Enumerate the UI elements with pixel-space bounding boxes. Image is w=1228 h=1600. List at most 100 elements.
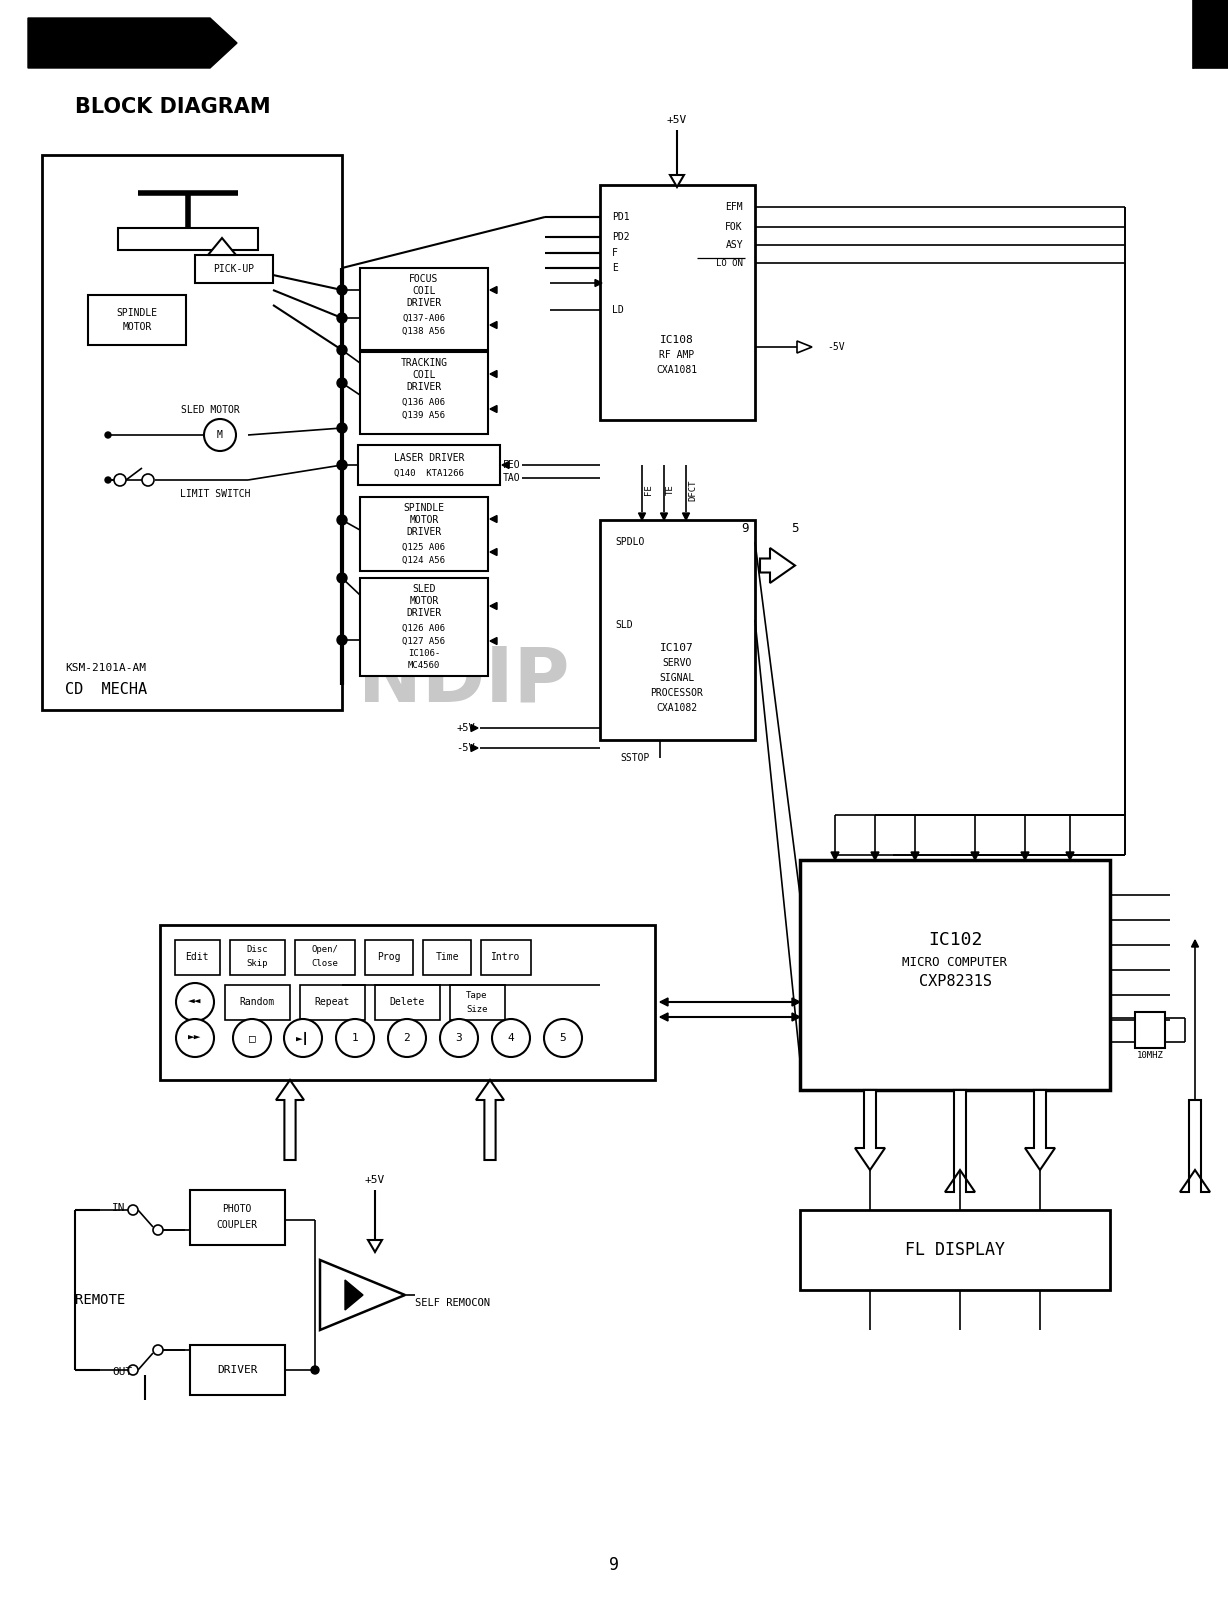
Bar	[176, 939, 220, 974]
Polygon shape	[1025, 1090, 1055, 1170]
Text: Disc: Disc	[247, 946, 268, 955]
Text: 5: 5	[791, 522, 798, 534]
Circle shape	[336, 573, 348, 582]
Text: -5V: -5V	[826, 342, 845, 352]
Bar	[359, 445, 500, 485]
Text: F: F	[612, 248, 618, 258]
Text: LD: LD	[612, 306, 624, 315]
Circle shape	[388, 1019, 426, 1058]
Circle shape	[176, 1019, 214, 1058]
Text: ASY: ASY	[726, 240, 743, 250]
Text: +5V: +5V	[365, 1174, 386, 1186]
Text: Open/: Open/	[312, 946, 339, 955]
Polygon shape	[472, 725, 478, 731]
Polygon shape	[792, 998, 799, 1006]
Circle shape	[142, 474, 154, 486]
Text: MOTOR: MOTOR	[409, 595, 438, 606]
Text: Q126 A06: Q126 A06	[403, 624, 446, 632]
Text: 4: 4	[507, 1034, 515, 1043]
Text: REMOTE: REMOTE	[75, 1293, 125, 1307]
Bar	[799, 1210, 1110, 1290]
Text: PD1: PD1	[612, 211, 630, 222]
Text: COIL: COIL	[413, 370, 436, 379]
Text: NDIP: NDIP	[359, 643, 570, 717]
Polygon shape	[321, 1261, 405, 1330]
Bar	[195, 254, 273, 283]
Circle shape	[336, 515, 348, 525]
Text: Repeat: Repeat	[314, 997, 350, 1006]
Polygon shape	[502, 461, 508, 469]
Text: Q140  KTA1266: Q140 KTA1266	[394, 469, 464, 477]
Text: SELF REMOCON: SELF REMOCON	[415, 1298, 490, 1309]
Bar	[190, 1190, 285, 1245]
Circle shape	[336, 314, 348, 323]
Polygon shape	[490, 637, 497, 645]
Bar	[118, 227, 258, 250]
Polygon shape	[911, 851, 919, 861]
Text: DRIVER: DRIVER	[406, 382, 442, 392]
Polygon shape	[797, 341, 812, 354]
Text: SIGNAL: SIGNAL	[659, 674, 695, 683]
Text: FEO: FEO	[502, 461, 519, 470]
Text: Q125 A06: Q125 A06	[403, 542, 446, 552]
Text: MOTOR: MOTOR	[409, 515, 438, 525]
Text: SPINDLE: SPINDLE	[404, 502, 445, 514]
Text: Random: Random	[239, 997, 275, 1006]
Text: -5V: -5V	[457, 742, 475, 754]
Polygon shape	[368, 1240, 382, 1251]
Polygon shape	[971, 851, 979, 861]
Bar	[88, 294, 185, 346]
Text: +5V: +5V	[667, 115, 688, 125]
Bar	[481, 939, 530, 974]
Bar	[160, 925, 655, 1080]
Text: DFCT: DFCT	[688, 480, 698, 501]
Polygon shape	[871, 851, 879, 861]
Polygon shape	[476, 1080, 503, 1160]
Text: E: E	[612, 262, 618, 274]
Text: ►►: ►►	[188, 1034, 201, 1043]
Text: SLD: SLD	[615, 619, 632, 630]
Text: DRIVER: DRIVER	[406, 526, 442, 538]
Text: ►┃: ►┃	[296, 1032, 309, 1045]
Polygon shape	[490, 286, 497, 293]
Polygon shape	[792, 1013, 799, 1021]
Bar	[375, 986, 440, 1021]
Text: Delete: Delete	[389, 997, 425, 1006]
Text: DRIVER: DRIVER	[406, 298, 442, 307]
Polygon shape	[472, 744, 478, 752]
Text: CXA1081: CXA1081	[657, 365, 698, 374]
Text: ◄◄: ◄◄	[188, 997, 201, 1006]
Text: +5V: +5V	[457, 723, 475, 733]
Bar	[449, 986, 505, 1021]
Text: TE: TE	[666, 485, 675, 496]
Circle shape	[176, 982, 214, 1021]
Text: IC107: IC107	[661, 643, 694, 653]
Text: Q137-A06: Q137-A06	[403, 314, 446, 323]
Text: OUT: OUT	[112, 1366, 133, 1378]
Circle shape	[544, 1019, 582, 1058]
Text: Q124 A56: Q124 A56	[403, 555, 446, 565]
Text: TAO: TAO	[502, 474, 519, 483]
Polygon shape	[490, 549, 497, 555]
Text: FL8450: FL8450	[87, 34, 152, 51]
Circle shape	[311, 1366, 319, 1374]
Circle shape	[128, 1205, 138, 1214]
Text: DRIVER: DRIVER	[406, 608, 442, 618]
Text: CXP8231S: CXP8231S	[919, 974, 991, 989]
Polygon shape	[490, 515, 497, 523]
Text: IC102: IC102	[928, 931, 982, 949]
Text: SLED MOTOR: SLED MOTOR	[181, 405, 239, 414]
Text: MOTOR: MOTOR	[123, 322, 152, 333]
Circle shape	[336, 378, 348, 387]
Text: LASER DRIVER: LASER DRIVER	[394, 453, 464, 462]
Text: MICRO COMPUTER: MICRO COMPUTER	[903, 957, 1007, 970]
Text: 3: 3	[456, 1034, 463, 1043]
Text: RF AMP: RF AMP	[659, 350, 695, 360]
Polygon shape	[639, 514, 646, 520]
Bar	[295, 939, 355, 974]
Text: PROCESSOR: PROCESSOR	[651, 688, 704, 698]
Text: COIL: COIL	[413, 286, 436, 296]
Polygon shape	[490, 603, 497, 610]
Bar	[600, 186, 755, 419]
Polygon shape	[490, 405, 497, 413]
